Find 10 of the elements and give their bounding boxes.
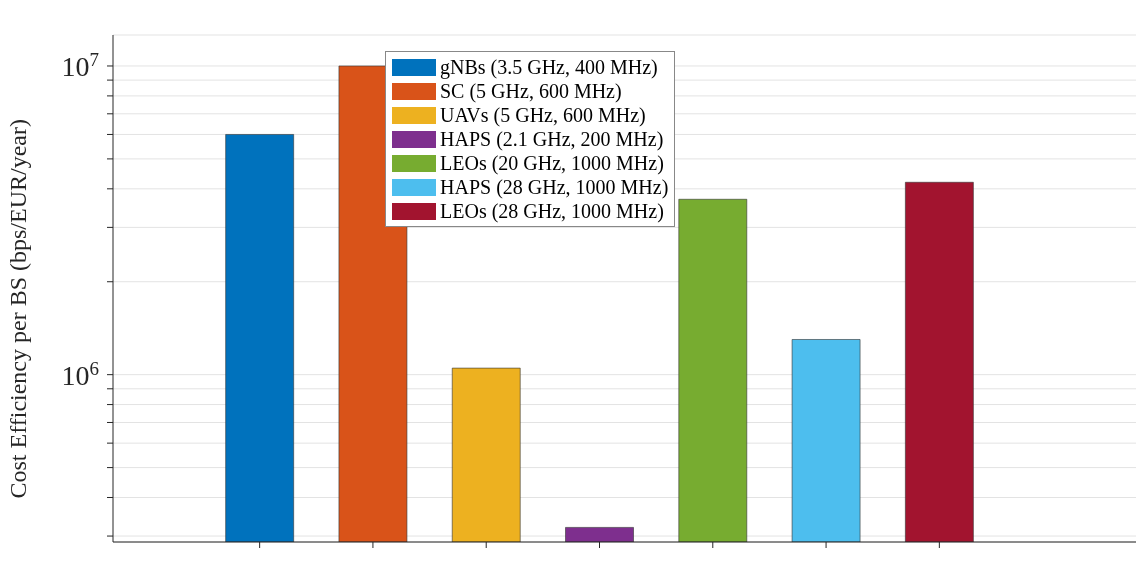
legend-label: HAPS (2.1 GHz, 200 MHz) — [440, 127, 664, 151]
legend-label: gNBs (3.5 GHz, 400 MHz) — [440, 55, 658, 79]
y-tick-label: 10$^{7}$ — [61, 48, 99, 82]
y-tick-label: 10$^{6}$ — [61, 357, 99, 391]
legend-label: HAPS (28 GHz, 1000 MHz) — [440, 175, 669, 199]
legend-label: LEOs (20 GHz, 1000 MHz) — [440, 151, 664, 175]
legend-label: SC (5 GHz, 600 MHz) — [440, 79, 622, 103]
legend-label: UAVs (5 GHz, 600 MHz) — [440, 103, 646, 127]
legend-label: LEOs (28 GHz, 1000 MHz) — [440, 199, 664, 223]
y-axis-title: Cost Efficiency per BS (bps/EUR/year) — [4, 119, 31, 499]
